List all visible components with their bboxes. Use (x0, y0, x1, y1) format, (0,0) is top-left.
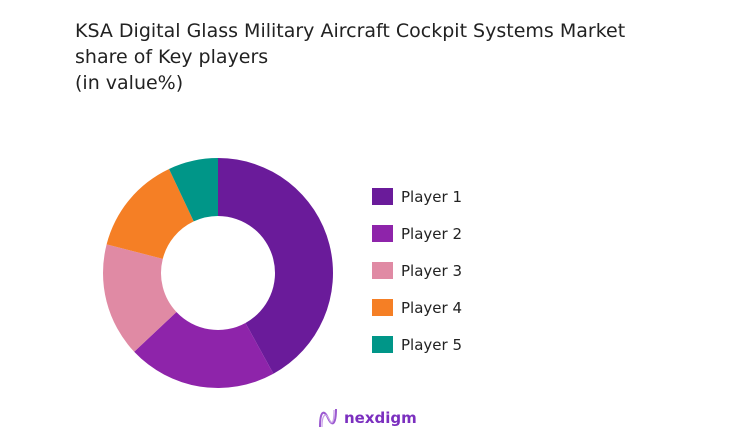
slice-player-3 (103, 244, 177, 352)
title-line-1: KSA Digital Glass Military Aircraft Cock… (75, 20, 626, 42)
nexdigm-logo: nexdigm (318, 407, 417, 429)
legend-swatch (372, 188, 393, 205)
logo-text: nexdigm (344, 409, 417, 427)
slice-player-2 (134, 312, 274, 388)
legend-item: Player 5 (372, 326, 462, 363)
legend-label: Player 5 (401, 335, 462, 354)
legend-label: Player 3 (401, 261, 462, 280)
slice-player-4 (106, 168, 194, 259)
slice-player-1 (218, 158, 333, 374)
legend-item: Player 4 (372, 289, 462, 326)
legend-item: Player 1 (372, 178, 462, 215)
slice-player-5 (169, 158, 218, 222)
legend-item: Player 2 (372, 215, 462, 252)
legend-swatch (372, 336, 393, 353)
legend-swatch (372, 225, 393, 242)
legend-label: Player 4 (401, 298, 462, 317)
legend-item: Player 3 (372, 252, 462, 289)
chart-title: KSA Digital Glass Military Aircraft Cock… (75, 18, 625, 96)
title-line-3: (in value%) (75, 72, 184, 94)
legend-label: Player 2 (401, 224, 462, 243)
legend-swatch (372, 299, 393, 316)
legend: Player 1 Player 2 Player 3 Player 4 Player 5 (372, 178, 462, 363)
nexdigm-logo-icon (319, 408, 337, 428)
legend-label: Player 1 (401, 187, 462, 206)
legend-swatch (372, 262, 393, 279)
title-line-2: share of Key players (75, 46, 269, 68)
